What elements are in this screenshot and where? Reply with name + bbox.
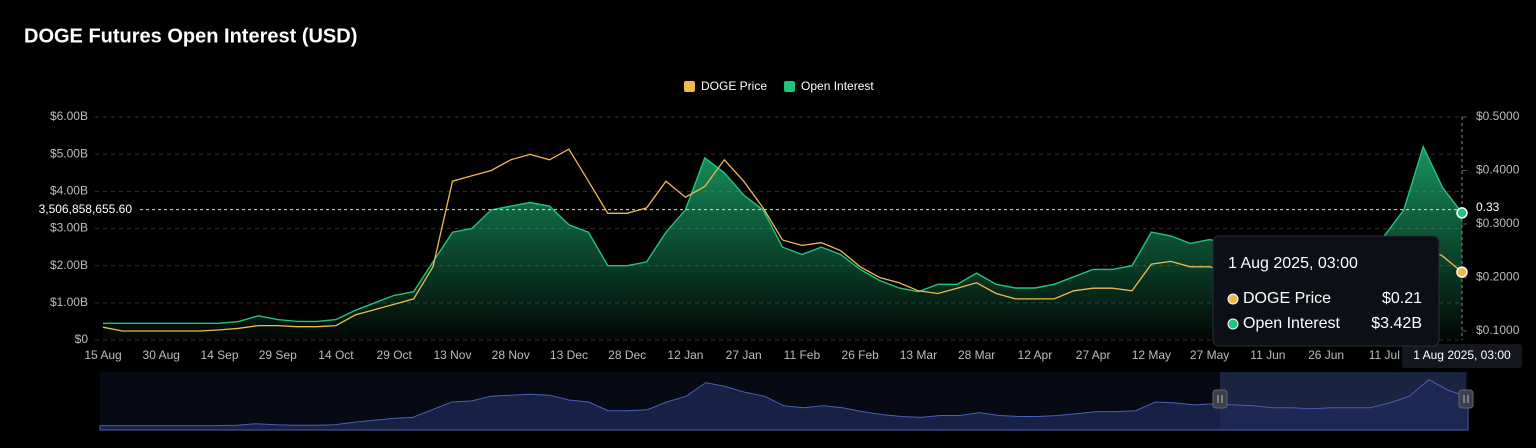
y-tick-label: $5.00B bbox=[50, 146, 88, 160]
tooltip-name: Open Interest bbox=[1243, 315, 1341, 332]
x-tick-label: 1 Aug 2025, 03:00 bbox=[1413, 348, 1511, 362]
x-tick-label: 27 Jan bbox=[726, 348, 762, 362]
y-tick-label: $3.00B bbox=[50, 221, 88, 235]
tooltip-dot bbox=[1227, 293, 1239, 305]
hover-point bbox=[1456, 207, 1468, 219]
x-label-highlight bbox=[1402, 344, 1522, 368]
x-tick-label: 28 Nov bbox=[492, 348, 530, 362]
navigator-handle bbox=[1212, 389, 1228, 409]
x-tick-label: 13 Mar bbox=[900, 348, 937, 362]
y-tick-label: $2.00B bbox=[50, 258, 88, 272]
hover-point bbox=[1456, 266, 1468, 278]
y-tick-label: $0 bbox=[75, 332, 89, 346]
x-tick-label: 13 Dec bbox=[550, 348, 588, 362]
x-tick-label: 12 Jan bbox=[667, 348, 703, 362]
x-tick-label: 13 Nov bbox=[433, 348, 471, 362]
y2-tick-label: $0.3000 bbox=[1476, 216, 1520, 230]
x-tick-label: 11 Jun bbox=[1250, 348, 1285, 362]
y2-tick-label: $0.4000 bbox=[1476, 163, 1520, 177]
x-tick-label: 11 Feb bbox=[784, 348, 821, 362]
area bbox=[103, 146, 1462, 340]
tooltip-value: $0.21 bbox=[1382, 290, 1422, 307]
legend-label: Open Interest bbox=[801, 79, 874, 93]
x-tick-label: 26 Feb bbox=[841, 348, 879, 362]
y2-tick-label: $0.5000 bbox=[1476, 109, 1520, 123]
crosshair-label-bg bbox=[26, 200, 138, 219]
chart-title: DOGE Futures Open Interest (USD) bbox=[24, 25, 357, 47]
x-tick-label: 29 Sep bbox=[259, 348, 297, 362]
x-tick-label: 27 May bbox=[1190, 348, 1229, 362]
legend-label: DOGE Price bbox=[701, 79, 767, 93]
crosshair-y-label: 3,506,858,655.60 bbox=[39, 202, 133, 216]
x-tick-label: 14 Oct bbox=[318, 348, 354, 362]
x-tick-label: 26 Jun bbox=[1308, 348, 1344, 362]
x-tick-label: 28 Mar bbox=[958, 348, 995, 362]
legend-swatch bbox=[684, 81, 695, 92]
tooltip: 1 Aug 2025, 03:00 DOGE Price $0.21 Open Int… bbox=[1212, 235, 1440, 347]
tooltip-name: DOGE Price bbox=[1243, 290, 1331, 307]
y2-tick-label: $0.2000 bbox=[1476, 270, 1520, 284]
navigator-area bbox=[99, 379, 1469, 431]
y-tick-label: $4.00B bbox=[50, 184, 88, 198]
x-tick-label: 14 Sep bbox=[200, 348, 238, 362]
crosshair-y2-label: 0.33 bbox=[1476, 200, 1500, 214]
x-tick-label: 11 Jul bbox=[1369, 348, 1400, 362]
navigator-handle bbox=[1458, 389, 1474, 409]
x-tick-label: 15 Aug bbox=[84, 348, 121, 362]
tooltip-bg bbox=[1212, 235, 1440, 347]
y-tick-label: $6.00B bbox=[50, 109, 88, 123]
tooltip-title: 1 Aug 2025, 03:00 bbox=[1228, 255, 1358, 272]
tooltip-dot bbox=[1227, 318, 1239, 330]
x-tick-label: 27 Apr bbox=[1076, 348, 1111, 362]
tooltip-value: $3.42B bbox=[1371, 315, 1422, 332]
x-tick-label: 28 Dec bbox=[608, 348, 646, 362]
y-tick-label: $1.00B bbox=[50, 295, 88, 309]
y2-tick-label: $0.1000 bbox=[1476, 323, 1520, 337]
legend-swatch bbox=[784, 81, 796, 92]
x-tick-label: 29 Oct bbox=[377, 348, 413, 362]
x-tick-label: 12 Apr bbox=[1018, 348, 1053, 362]
x-tick-label: 12 May bbox=[1132, 348, 1171, 362]
x-tick-label: 30 Aug bbox=[143, 348, 180, 362]
crosshair-label-bg bbox=[1470, 198, 1510, 217]
